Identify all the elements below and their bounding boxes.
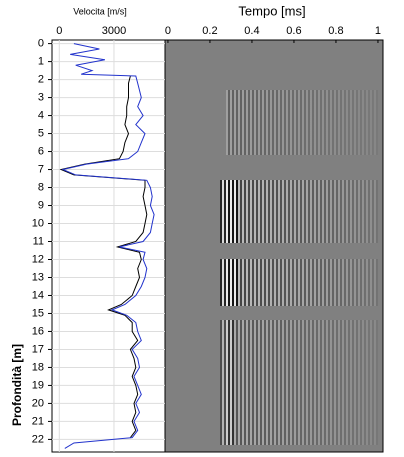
velocity-line — [61, 43, 155, 449]
x-tick-label: 1 — [375, 25, 381, 37]
first-arrival — [220, 259, 238, 306]
y-tick-label: 1 — [38, 55, 44, 67]
velocity-title: Velocita [m/s] — [73, 6, 127, 16]
y-tick-label: 8 — [38, 181, 44, 193]
log-panel — [51, 39, 166, 453]
x-tick-label: 0 — [165, 25, 171, 37]
y-tick-label: 11 — [33, 235, 44, 247]
y-tick-label: 6 — [38, 145, 44, 157]
x-tick-label: 0.2 — [202, 25, 217, 37]
y-tick-label: 2 — [38, 73, 44, 85]
first-arrival — [220, 180, 238, 243]
x-tick-label: 0.4 — [244, 25, 259, 37]
time-title: Tempo [ms] — [238, 3, 305, 18]
y-tick-label: 0 — [38, 38, 44, 50]
y-tick-label: 17 — [32, 343, 44, 355]
y-tick-label: 14 — [32, 289, 44, 301]
y-tick-label: 12 — [32, 253, 44, 265]
y-tick-label: 5 — [38, 127, 44, 139]
x-tick-label: 3000 — [102, 25, 126, 37]
y-tick-label: 16 — [32, 325, 44, 337]
y-tick-label: 21 — [32, 415, 44, 427]
y-tick-label: 20 — [32, 397, 44, 409]
y-tick-label: 10 — [32, 217, 44, 229]
y-tick-label: 7 — [38, 163, 44, 175]
first-arrival — [220, 320, 234, 445]
y-tick-label: 18 — [32, 361, 44, 373]
depth-axis-label: Profondità [m] — [10, 344, 24, 426]
x-tick-label: 0.6 — [286, 25, 301, 37]
trace-band — [226, 320, 378, 445]
trace-band — [226, 259, 378, 306]
x-tick-label: 0 — [56, 25, 62, 37]
x-tick-label: 0.8 — [328, 25, 343, 37]
trace-band — [226, 180, 378, 243]
y-tick-label: 3 — [38, 91, 44, 103]
trace-band — [226, 90, 378, 155]
y-tick-label: 4 — [38, 109, 44, 121]
y-tick-label: 9 — [38, 199, 44, 211]
y-tick-label: 19 — [32, 379, 44, 391]
y-tick-label: 13 — [32, 271, 44, 283]
y-tick-label: 22 — [32, 433, 44, 445]
velocity-line — [59, 75, 148, 438]
y-tick-label: 15 — [32, 307, 44, 319]
seismic-traces — [226, 90, 378, 445]
